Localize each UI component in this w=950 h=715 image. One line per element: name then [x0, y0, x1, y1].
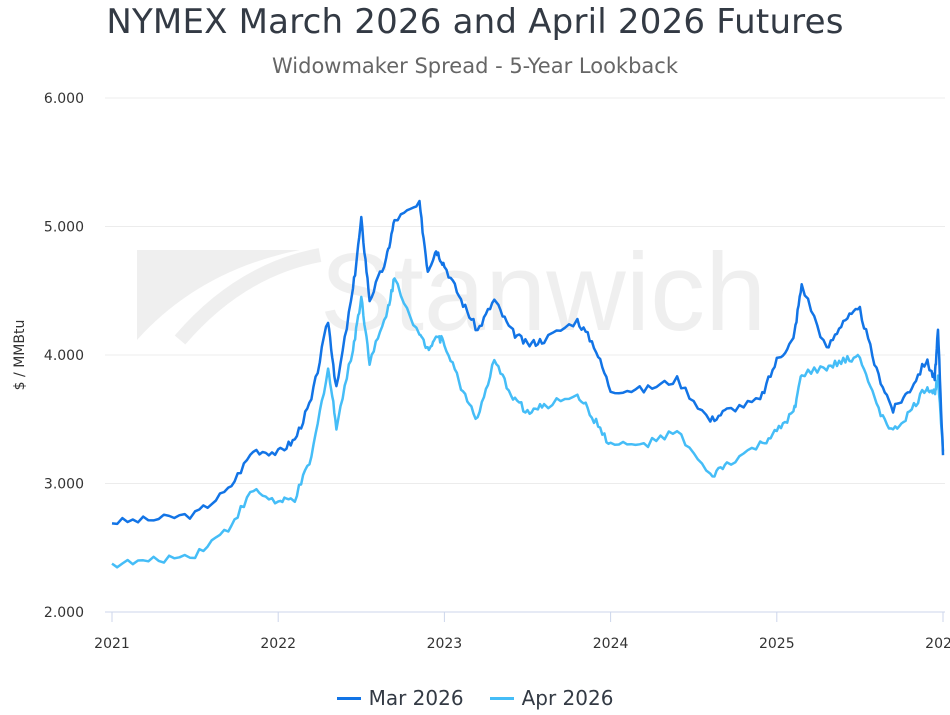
legend: Mar 2026 Apr 2026	[0, 686, 950, 710]
x-tick-label: 2021	[94, 636, 130, 652]
x-tick-label: 2023	[427, 636, 463, 652]
y-axis-label: $ / MMBtu	[12, 320, 28, 391]
y-tick-label: 6.000	[44, 91, 84, 107]
chart-subtitle: Widowmaker Spread - 5-Year Lookback	[271, 54, 678, 78]
legend-swatch-apr	[489, 696, 514, 700]
legend-swatch-mar	[336, 696, 361, 700]
x-tick-label: 2024	[593, 636, 629, 652]
x-tick-label: 2022	[260, 636, 296, 652]
series-line-mar-2026[interactable]	[111, 199, 945, 526]
series-line-apr-2026[interactable]	[111, 277, 945, 569]
y-tick-label: 3.000	[44, 477, 84, 493]
chart-title: NYMEX March 2026 and April 2026 Futures	[106, 2, 844, 42]
legend-label-apr: Apr 2026	[521, 686, 614, 710]
x-tick-label: 2026	[925, 636, 950, 652]
watermark-logo: Stanwich	[137, 231, 766, 354]
svg-text:Stanwich: Stanwich	[320, 231, 766, 354]
y-tick-label: 4.000	[44, 348, 84, 364]
y-tick-label: 2.000	[44, 605, 84, 621]
legend-item-mar-2026[interactable]: Mar 2026	[336, 686, 464, 710]
y-tick-label: 5.000	[44, 220, 84, 236]
x-tick-label: 2025	[759, 636, 795, 652]
legend-item-apr-2026[interactable]: Apr 2026	[489, 686, 614, 710]
legend-label-mar: Mar 2026	[368, 686, 464, 710]
